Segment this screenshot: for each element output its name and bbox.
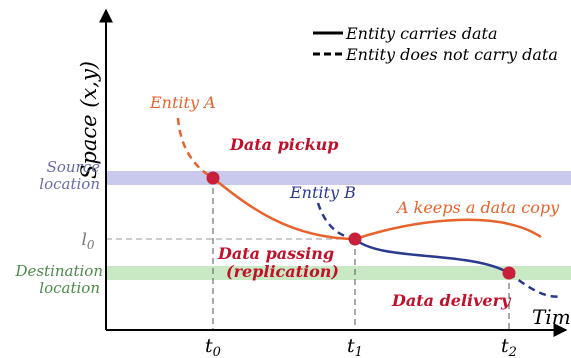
- legend-solid-label: Entity carries data: [345, 24, 498, 43]
- data-passing-dot: [348, 232, 362, 246]
- source-location-band: [106, 171, 571, 185]
- destination-location-label-line1: Destination: [14, 262, 103, 280]
- t1-tick-sub: 1: [355, 345, 363, 358]
- t1-tick-base: t: [347, 335, 355, 357]
- t2-tick-sub: 2: [508, 345, 517, 358]
- source-location-label-line1: Source: [47, 158, 101, 176]
- legend-dashed-label: Entity does not carry data: [345, 45, 558, 64]
- data-passing-label-line2: (replication): [226, 262, 339, 281]
- t0-tick-label: t0: [205, 335, 221, 358]
- y-axis-label: Space (x,y): [77, 61, 101, 179]
- t1-tick-label: t1: [347, 335, 363, 358]
- t0-tick-sub: 0: [213, 345, 221, 358]
- data-delivery-dot: [502, 266, 516, 280]
- l0-tick-base: l: [81, 230, 86, 250]
- entity-a-copy-path: [354, 218, 542, 241]
- data-pickup-label: Data pickup: [229, 135, 338, 154]
- l0-tick-label: l0: [81, 230, 94, 252]
- entity-b-empty-path: [316, 202, 356, 241]
- entity-b-carry-path: [354, 238, 510, 275]
- data-pickup-dot: [206, 171, 220, 185]
- destination-location-label-line2: location: [39, 279, 100, 297]
- t0-tick-base: t: [205, 335, 213, 357]
- l0-tick-sub: 0: [87, 238, 95, 252]
- entity-b-label: Entity B: [289, 183, 356, 202]
- t2-tick-base: t: [501, 335, 509, 357]
- entity-a-empty-path: [176, 117, 214, 180]
- data-delivery-label: Data delivery: [391, 291, 512, 310]
- entity-a-carry-path: [212, 177, 356, 241]
- x-axis-label: Time: [532, 305, 571, 329]
- entity-a-copy-label: A keeps a data copy: [395, 198, 560, 217]
- t2-tick-label: t2: [501, 335, 517, 358]
- destination-location-band: [106, 266, 571, 280]
- data-passing-label-line1: Data passing: [217, 244, 334, 263]
- entity-a-label: Entity A: [149, 93, 216, 112]
- source-location-label-line2: location: [39, 175, 100, 193]
